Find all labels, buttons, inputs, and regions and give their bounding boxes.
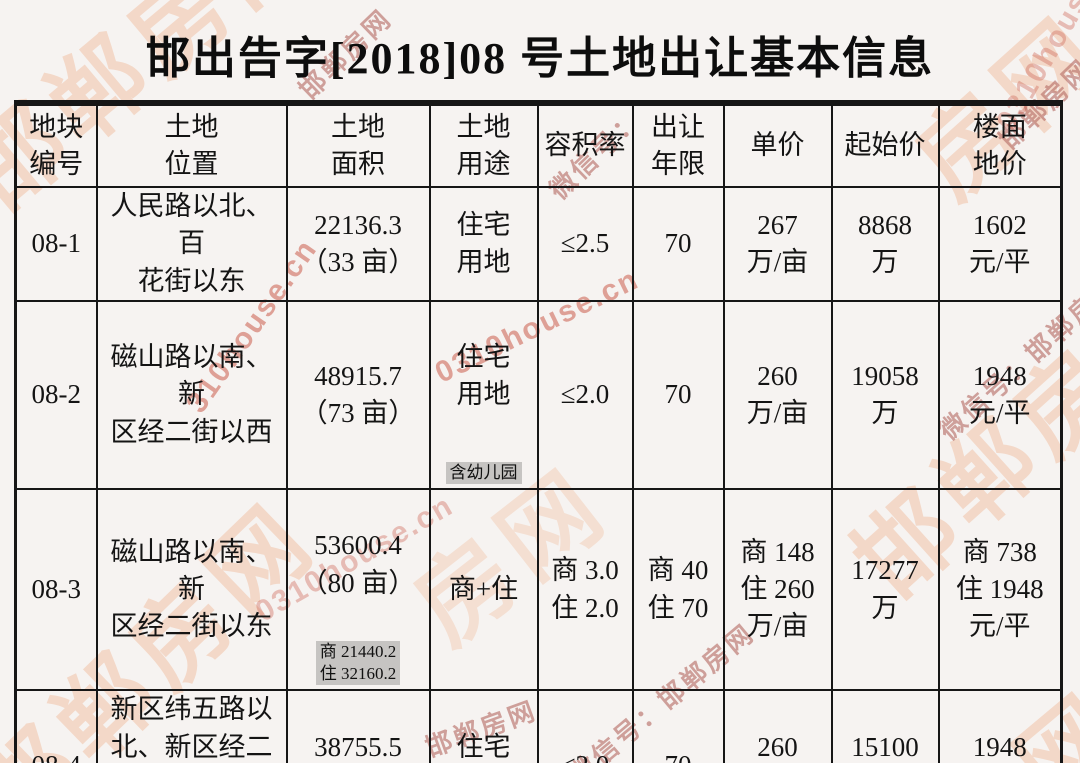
- far-cell: ≤2.0: [536, 299, 634, 491]
- col-header-unit-price: 单价: [722, 102, 833, 188]
- floor-price-cell: 1602 元/平: [937, 186, 1063, 302]
- table-row: 08-2 磁山路以南、新 区经二街以西 48915.7 （73 亩） 住宅 用地…: [14, 299, 1063, 491]
- notice-content: 邯出告字[2018]08 号土地出让基本信息 地块 编号 土地 位置 土地 面积…: [0, 22, 1080, 763]
- unit-price-cell: 商 148 住 260 万/亩: [722, 487, 833, 692]
- years-cell: 70: [631, 299, 725, 491]
- start-price-cell: 15100 万: [830, 689, 940, 763]
- col-header-location: 土地 位置: [95, 102, 288, 188]
- land-use-text: 住宅 用地: [456, 342, 511, 410]
- area-split-note: 商 21440.2 住 32160.2: [315, 641, 401, 686]
- unit-price-cell: 260 万/亩: [722, 299, 833, 491]
- col-header-area: 土地 面积: [285, 102, 431, 188]
- start-price-cell: 17277 万: [830, 487, 940, 692]
- far-cell: 商 3.0 住 2.0: [536, 487, 634, 692]
- floor-price-cell: 1948 元/平: [937, 299, 1063, 491]
- years-cell: 70: [631, 186, 725, 302]
- area-cell: 22136.3 （33 亩）: [285, 186, 431, 302]
- location-cell: 人民路以北、百 花街以东: [95, 186, 288, 302]
- col-header-start-price: 起始价: [830, 102, 940, 188]
- land-info-table: 地块 编号 土地 位置 土地 面积 土地 用途 容积率 出让 年限 单价 起始价…: [14, 100, 1063, 763]
- page-title: 邯出告字[2018]08 号土地出让基本信息: [145, 34, 935, 83]
- plot-id-cell: 08-4: [14, 689, 98, 763]
- floor-price-cell: 商 738 住 1948 元/平: [937, 487, 1063, 692]
- years-cell: 70: [631, 689, 725, 763]
- table-header-row: 地块 编号 土地 位置 土地 面积 土地 用途 容积率 出让 年限 单价 起始价…: [14, 102, 1063, 188]
- floor-price-cell: 1948 元/平: [937, 689, 1063, 763]
- far-cell: ≤2.0: [536, 689, 634, 763]
- unit-price-cell: 267 万/亩: [722, 186, 833, 302]
- col-header-land-use: 土地 用途: [428, 102, 539, 188]
- start-price-cell: 8868 万: [830, 186, 940, 302]
- far-cell: ≤2.5: [536, 186, 634, 302]
- col-header-far: 容积率: [536, 102, 634, 188]
- plot-id-cell: 08-2: [14, 299, 98, 491]
- location-cell: 磁山路以南、新 区经二街以东: [95, 487, 288, 692]
- land-use-cell: 商+住: [428, 487, 539, 692]
- plot-id-cell: 08-1: [14, 186, 98, 302]
- kindergarten-note: 含幼儿园: [445, 461, 522, 484]
- unit-price-cell: 260 万/亩: [722, 689, 833, 763]
- col-header-plot-id: 地块 编号: [14, 102, 98, 188]
- land-use-cell: 住宅 用地: [428, 689, 539, 763]
- area-cell: 53600.4 （80 亩） 商 21440.2 住 32160.2: [285, 487, 431, 692]
- area-text: 53600.4 （80 亩）: [300, 530, 416, 598]
- land-use-cell: 住宅 用地 含幼儿园: [428, 299, 539, 491]
- years-cell: 商 40 住 70: [631, 487, 725, 692]
- location-cell: 磁山路以南、新 区经二街以西: [95, 299, 288, 491]
- col-header-years: 出让 年限: [631, 102, 725, 188]
- land-use-cell: 住宅 用地: [428, 186, 539, 302]
- table-row: 08-3 磁山路以南、新 区经二街以东 53600.4 （80 亩） 商 214…: [14, 487, 1063, 692]
- area-cell: 48915.7 （73 亩）: [285, 299, 431, 491]
- start-price-cell: 19058 万: [830, 299, 940, 491]
- table-row: 08-1 人民路以北、百 花街以东 22136.3 （33 亩） 住宅 用地 ≤…: [14, 186, 1063, 302]
- area-cell: 38755.5 （58 亩）: [285, 689, 431, 763]
- col-header-floor-price: 楼面 地价: [937, 102, 1063, 188]
- plot-id-cell: 08-3: [14, 487, 98, 692]
